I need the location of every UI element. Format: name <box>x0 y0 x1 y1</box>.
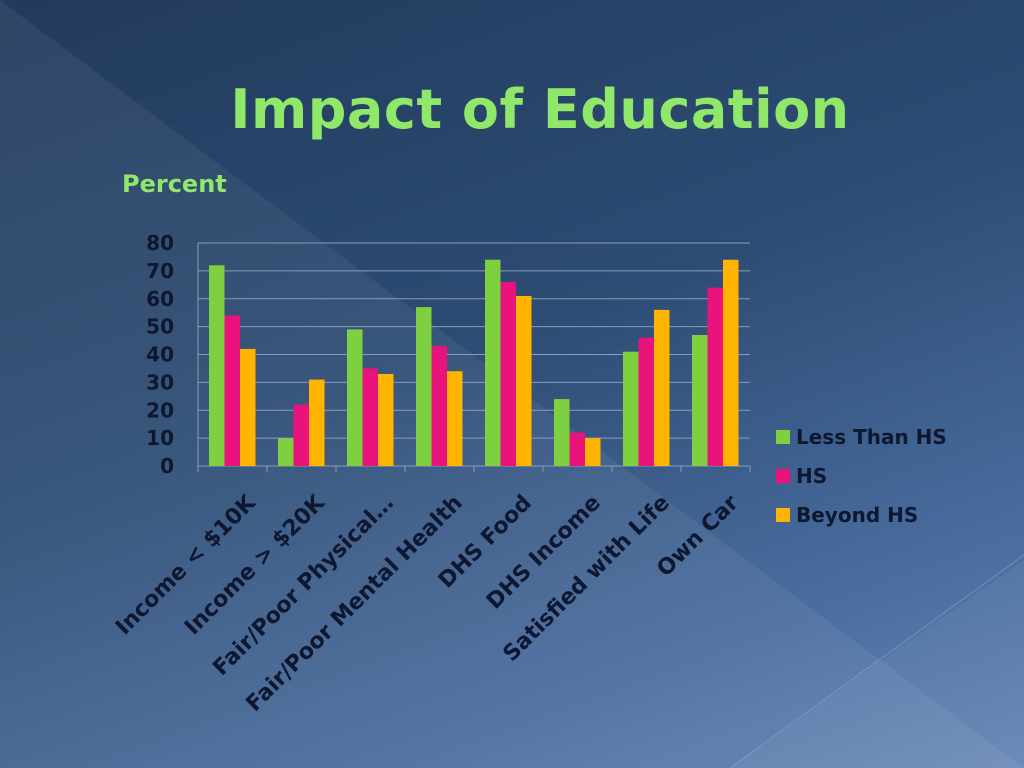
legend-label: Beyond HS <box>796 503 918 527</box>
y-axis-title: Percent <box>122 170 227 198</box>
bar-hs <box>224 315 240 466</box>
bar-beyond-hs <box>654 309 670 466</box>
bar-less-than-hs <box>347 329 363 466</box>
bar-hs <box>707 287 723 466</box>
y-tick-label: 50 <box>146 315 174 339</box>
bar-beyond-hs <box>309 379 325 466</box>
bar-hs <box>431 346 447 466</box>
bar-less-than-hs <box>278 438 294 466</box>
y-tick-label: 0 <box>160 454 174 478</box>
legend-label: HS <box>796 464 827 488</box>
bar-hs <box>500 282 516 466</box>
legend-swatch <box>776 430 790 444</box>
bar-hs <box>569 432 585 466</box>
slide-title: Impact of Education <box>230 78 850 141</box>
bar-less-than-hs <box>209 265 225 466</box>
y-tick-label: 70 <box>146 259 174 283</box>
bar-beyond-hs <box>447 371 463 466</box>
bar-hs <box>362 368 378 466</box>
bar-hs <box>638 337 654 466</box>
bar-beyond-hs <box>240 348 256 466</box>
bar-beyond-hs <box>516 295 532 466</box>
bar-beyond-hs <box>723 259 739 466</box>
bar-less-than-hs <box>485 259 501 466</box>
bar-less-than-hs <box>416 307 432 466</box>
y-tick-label: 60 <box>146 287 174 311</box>
y-tick-label: 30 <box>146 370 174 394</box>
bar-hs <box>293 404 309 466</box>
bar-less-than-hs <box>623 351 639 466</box>
y-tick-label: 10 <box>146 426 174 450</box>
legend-label: Less Than HS <box>796 425 947 449</box>
y-tick-label: 80 <box>146 231 174 255</box>
legend-swatch <box>776 508 790 522</box>
legend-swatch <box>776 469 790 483</box>
bar-beyond-hs <box>378 374 394 466</box>
bar-less-than-hs <box>692 334 708 466</box>
y-tick-label: 40 <box>146 343 174 367</box>
bar-beyond-hs <box>585 438 601 466</box>
bar-less-than-hs <box>554 399 570 466</box>
y-tick-label: 20 <box>146 398 174 422</box>
